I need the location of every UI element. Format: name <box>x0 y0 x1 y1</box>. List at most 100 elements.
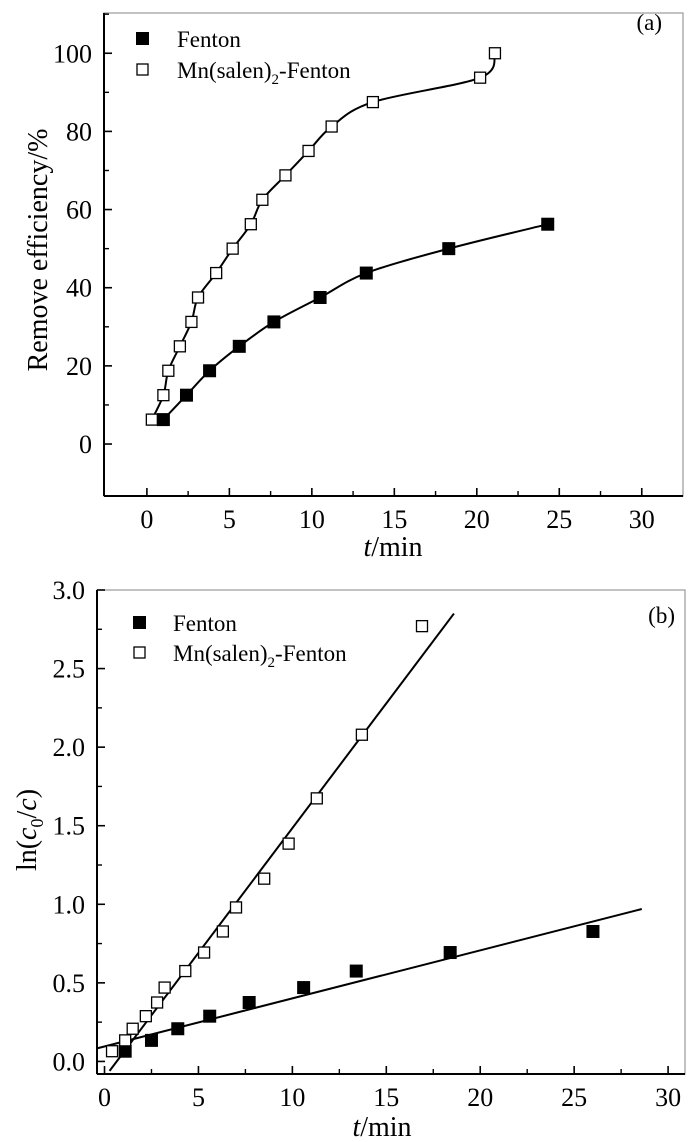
x-title-italic: t <box>352 1112 361 1142</box>
ylabel-c: c <box>12 827 43 840</box>
y-tick-label: 1.5 <box>53 812 86 841</box>
data-point-mn-salen-fenton <box>150 996 164 1009</box>
ylabel-pre: ln( <box>12 840 43 871</box>
y-tick-label: 60 <box>66 196 92 225</box>
x-title-italic: t <box>363 532 372 563</box>
x-tick-label: 20 <box>464 505 490 534</box>
panel-a-y-axis-title: Remove efficiency/% <box>23 129 54 372</box>
legend-open-square-marker <box>133 646 146 659</box>
data-point-mn-salen-fenton <box>244 218 257 231</box>
data-point-mn-salen-fenton <box>119 1034 132 1047</box>
data-point-mn-salen-fenton <box>139 1010 152 1023</box>
data-point-mn-salen-fenton <box>302 144 315 158</box>
data-point-mn-salen-fenton <box>185 315 198 329</box>
data-point-fenton <box>242 996 256 1009</box>
data-point-mn-salen-fenton <box>179 964 192 978</box>
data-point-mn-salen-fenton <box>162 364 175 377</box>
data-point-fenton <box>443 946 457 960</box>
x-title-rest: /min <box>360 1112 411 1142</box>
legend-filled-square-marker <box>136 32 149 45</box>
data-point-mn-salen-fenton <box>473 71 487 84</box>
panel-a-legend: Fenton Mn(salen)2-Fenton <box>136 27 351 88</box>
legend-after: -Fenton <box>275 641 347 666</box>
y-tick-label: 0 <box>79 430 92 459</box>
data-point-fenton <box>586 924 600 938</box>
ylabel-c2: c <box>12 798 43 811</box>
data-point-fenton <box>171 1022 185 1036</box>
ylabel-post: ) <box>12 789 43 798</box>
data-point-mn-salen-fenton <box>173 340 187 353</box>
data-point-mn-salen-fenton <box>105 1045 119 1058</box>
x-tick-label: 5 <box>223 505 236 534</box>
data-point-fenton <box>156 413 170 427</box>
data-point-fenton <box>541 217 555 231</box>
data-point-mn-salen-fenton <box>355 728 369 741</box>
fit-line-mn-salen-fenton <box>108 612 455 1072</box>
legend-label-fenton: Fenton <box>177 27 241 52</box>
data-point-mn-salen-fenton <box>197 946 211 959</box>
data-point-fenton <box>267 315 281 329</box>
data-point-fenton <box>313 290 327 304</box>
ylabel-sub: 0 <box>27 819 47 828</box>
data-point-fenton <box>297 981 311 995</box>
x-tick-label: 30 <box>629 505 655 534</box>
data-point-mn-salen-fenton <box>210 266 223 280</box>
data-point-mn-salen-fenton <box>488 47 502 60</box>
ylabel-mid: / <box>12 811 43 819</box>
panel-a-x-axis-title: t/min <box>363 532 422 563</box>
data-point-fenton <box>144 1033 158 1047</box>
data-point-mn-salen-fenton <box>415 619 429 633</box>
data-point-mn-salen-fenton <box>310 792 323 805</box>
legend-label-mn-salen-fenton: Mn(salen)2-Fenton <box>177 58 351 88</box>
fit-curve-fenton <box>162 223 548 421</box>
x-tick-label: 10 <box>299 505 325 534</box>
x-tick-label: 15 <box>381 505 407 534</box>
data-point-mn-salen-fenton <box>325 120 338 133</box>
x-tick-label: 25 <box>561 1083 587 1112</box>
legend-after: -Fenton <box>279 58 351 83</box>
data-point-mn-salen-fenton <box>229 901 243 914</box>
data-point-mn-salen-fenton <box>157 389 170 402</box>
y-tick-label: 1.0 <box>53 890 86 919</box>
data-point-mn-salen-fenton <box>256 193 269 206</box>
panel-b-y-axis-title: ln(c0/c) <box>12 789 47 871</box>
y-tick-label: 0.0 <box>53 1047 86 1076</box>
data-point-fenton <box>349 964 363 978</box>
panel-b-chart: (b) t/min ln(c0/c) Fenton Mn(salen)2-Fen… <box>12 576 686 1142</box>
data-point-mn-salen-fenton <box>126 1022 139 1035</box>
legend-label-fenton: Fenton <box>173 611 237 636</box>
legend-subscript: 2 <box>272 72 280 88</box>
fit-line-fenton <box>96 908 643 1050</box>
data-point-fenton <box>359 266 373 280</box>
data-point-mn-salen-fenton <box>279 169 292 182</box>
legend-main: Mn(salen) <box>177 58 272 83</box>
data-point-fenton <box>179 388 193 402</box>
data-point-mn-salen-fenton <box>191 291 205 304</box>
legend-open-square-marker <box>136 63 149 76</box>
x-tick-label: 0 <box>98 1083 111 1112</box>
data-point-mn-salen-fenton <box>258 872 271 885</box>
panel-b-x-axis-title: t/min <box>352 1112 411 1142</box>
x-tick-label: 5 <box>192 1083 205 1112</box>
x-tick-label: 30 <box>655 1083 681 1112</box>
fit-curve-mn-salen-fenton <box>150 52 496 421</box>
y-tick-label: 2.0 <box>53 733 86 762</box>
panel-a-chart: (a) t/min Remove efficiency/% Fenton Mn(… <box>23 10 684 563</box>
y-tick-label: 40 <box>66 274 92 303</box>
y-tick-label: 0.5 <box>53 969 86 998</box>
panel-b-label: (b) <box>648 603 675 628</box>
data-point-fenton <box>232 339 246 353</box>
x-tick-label: 0 <box>140 505 153 534</box>
y-tick-label: 2.5 <box>53 655 86 684</box>
legend-subscript: 2 <box>268 655 276 671</box>
panel-a-label: (a) <box>636 10 662 35</box>
x-tick-label: 20 <box>467 1083 493 1112</box>
y-tick-label: 80 <box>66 117 92 146</box>
data-point-mn-salen-fenton <box>226 242 239 255</box>
data-point-mn-salen-fenton <box>158 981 171 994</box>
data-point-mn-salen-fenton <box>216 925 230 938</box>
y-tick-label: 100 <box>53 39 92 68</box>
panel-b-legend: Fenton Mn(salen)2-Fenton <box>133 611 347 671</box>
data-point-fenton <box>203 1009 217 1023</box>
